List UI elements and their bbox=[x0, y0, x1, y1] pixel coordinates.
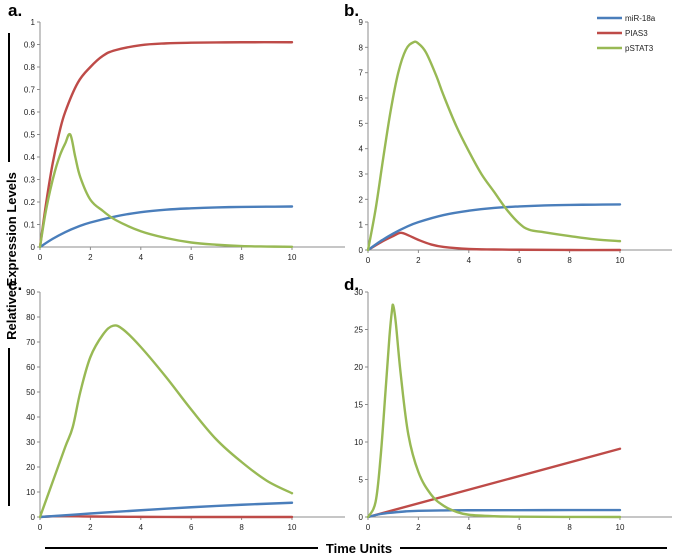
y-tick-label: 0.2 bbox=[24, 198, 36, 207]
y-tick-label: 8 bbox=[359, 43, 364, 52]
y-tick-label: 30 bbox=[26, 438, 35, 447]
y-tick-label: 5 bbox=[359, 476, 364, 485]
x-tick-label: 0 bbox=[366, 523, 371, 532]
series-line-pias3 bbox=[366, 447, 622, 519]
y-tick-label: 3 bbox=[359, 170, 364, 179]
x-tick-label: 2 bbox=[416, 523, 421, 532]
series-line-pstat3 bbox=[38, 324, 294, 519]
y-tick-label: 1 bbox=[31, 18, 36, 27]
y-tick-label: 5 bbox=[359, 119, 364, 128]
panel-1: a.00.10.20.30.40.50.60.70.80.910 2 4 6 8 10 bbox=[8, 1, 345, 262]
x-tick-label: 2 bbox=[416, 256, 421, 265]
y-tick-label: 20 bbox=[26, 463, 35, 472]
y-tick-label: 2 bbox=[359, 195, 364, 204]
x-tick-label: 4 bbox=[467, 523, 472, 532]
y-tick-label: 30 bbox=[354, 288, 363, 297]
legend: miR-18a PIAS3 pSTAT3 bbox=[597, 14, 656, 53]
legend-label-mir18a: miR-18a bbox=[625, 14, 656, 23]
y-tick-label: 10 bbox=[26, 488, 35, 497]
x-tick-label: 0 bbox=[38, 523, 43, 532]
y-tick-label: 0 bbox=[359, 246, 364, 255]
x-tick-label: 8 bbox=[239, 253, 244, 262]
y-tick-label: 0.3 bbox=[24, 176, 36, 185]
y-tick-label: 0.4 bbox=[24, 153, 36, 162]
y-axis-title: Relative Expression Levels bbox=[4, 172, 19, 340]
series-line-pstat3 bbox=[38, 132, 294, 249]
y-tick-label: 70 bbox=[26, 338, 35, 347]
y-tick-label: 50 bbox=[26, 388, 35, 397]
y-tick-label: 90 bbox=[26, 288, 35, 297]
y-tick-label: 15 bbox=[354, 401, 363, 410]
x-tick-label: 10 bbox=[616, 256, 625, 265]
x-tick-label: 2 bbox=[88, 253, 93, 262]
series-line-pias3 bbox=[366, 231, 622, 252]
x-tick-label: 6 bbox=[517, 523, 522, 532]
x-tick-label: 2 bbox=[88, 523, 93, 532]
y-tick-label: 0.8 bbox=[24, 63, 36, 72]
y-tick-label: 0.9 bbox=[24, 41, 36, 50]
panels: a.00.10.20.30.40.50.60.70.80.910 2 4 6 8 10b.… bbox=[8, 1, 672, 532]
series-line-mir18a bbox=[38, 501, 294, 519]
x-tick-label: 0 bbox=[366, 256, 371, 265]
legend-label-pias3: PIAS3 bbox=[625, 29, 648, 38]
x-tick-label: 6 bbox=[189, 253, 194, 262]
panel-label: a. bbox=[8, 1, 22, 20]
x-tick-label: 0 bbox=[38, 253, 43, 262]
y-tick-label: 0 bbox=[359, 513, 364, 522]
panel-label: c. bbox=[8, 275, 22, 294]
series-line-pstat3 bbox=[366, 40, 622, 252]
series-line-pias3 bbox=[38, 41, 294, 249]
series-line-pias3 bbox=[38, 514, 294, 519]
x-tick-label: 10 bbox=[288, 253, 297, 262]
y-tick-label: 0.7 bbox=[24, 86, 36, 95]
x-tick-label: 10 bbox=[288, 523, 297, 532]
x-tick-label: 4 bbox=[467, 256, 472, 265]
y-tick-label: 0.5 bbox=[24, 131, 36, 140]
y-tick-label: 0.6 bbox=[24, 108, 36, 117]
x-tick-label: 8 bbox=[239, 523, 244, 532]
y-tick-label: 20 bbox=[354, 363, 363, 372]
x-tick-label: 4 bbox=[139, 253, 144, 262]
y-tick-label: 40 bbox=[26, 413, 35, 422]
series-line-pstat3 bbox=[366, 303, 622, 519]
panel-4: d. 0 5 10 15 20 25 30 0 2 4 6 8 10 bbox=[344, 275, 672, 532]
y-tick-label: 25 bbox=[354, 326, 363, 335]
y-tick-label: 60 bbox=[26, 363, 35, 372]
x-tick-label: 8 bbox=[567, 523, 572, 532]
panel-label: d. bbox=[344, 275, 359, 294]
panel-2: b. 0 1 2 3 4 5 6 7 8 9 0 2 4 6 8 10 bbox=[344, 1, 672, 265]
y-tick-label: 80 bbox=[26, 313, 35, 322]
series-line-mir18a bbox=[366, 508, 622, 519]
legend-label-pstat3: pSTAT3 bbox=[625, 44, 654, 53]
y-tick-label: 10 bbox=[354, 438, 363, 447]
x-tick-label: 6 bbox=[517, 256, 522, 265]
y-tick-label: 9 bbox=[359, 18, 364, 27]
x-tick-label: 8 bbox=[567, 256, 572, 265]
x-tick-label: 6 bbox=[189, 523, 194, 532]
series-line-mir18a bbox=[38, 205, 294, 249]
y-tick-label: 0.1 bbox=[24, 221, 36, 230]
panel-label: b. bbox=[344, 1, 359, 20]
panel-3: c. 0 10 20 30 40 50 60 70 80 90 0 2 4 6 8 10 bbox=[8, 275, 345, 532]
y-tick-label: 7 bbox=[359, 69, 364, 78]
y-tick-label: 0 bbox=[31, 513, 36, 522]
y-tick-label: 1 bbox=[359, 221, 364, 230]
x-axis-title: Time Units bbox=[326, 541, 392, 556]
y-tick-label: 6 bbox=[359, 94, 364, 103]
x-tick-label: 10 bbox=[616, 523, 625, 532]
x-tick-label: 4 bbox=[139, 523, 144, 532]
y-tick-label: 0 bbox=[31, 243, 36, 252]
y-tick-label: 4 bbox=[359, 145, 364, 154]
series-line-mir18a bbox=[366, 203, 622, 252]
